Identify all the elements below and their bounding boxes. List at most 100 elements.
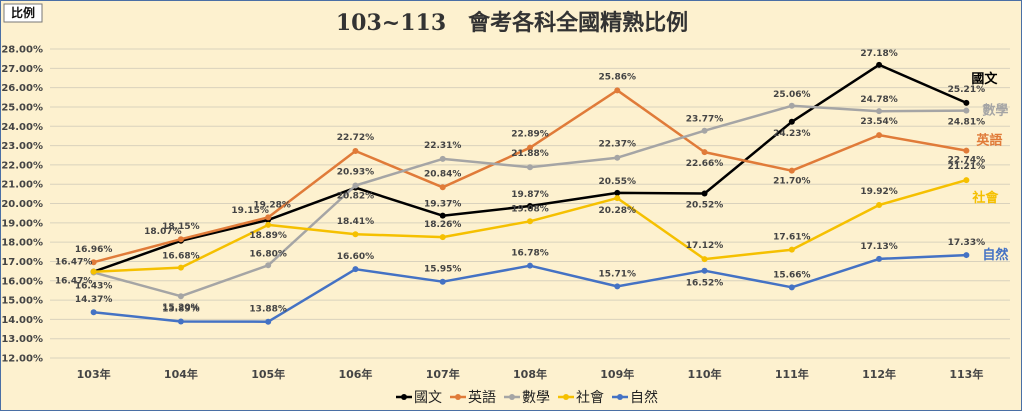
data-label: 20.52% (686, 200, 724, 210)
data-label: 23.54% (860, 117, 898, 127)
data-label: 15.95% (424, 265, 462, 275)
end-label-4: 自然 (982, 247, 1008, 263)
data-label: 19.92% (860, 187, 898, 197)
data-label: 20.55% (599, 177, 637, 187)
data-label: 18.89% (249, 231, 287, 241)
data-label: 13.89% (162, 304, 200, 314)
data-point (177, 293, 184, 300)
data-point (614, 189, 621, 196)
data-label: 19.37% (424, 200, 462, 210)
data-label: 22.37% (599, 140, 637, 150)
data-label: 16.78% (511, 249, 549, 259)
data-point (352, 182, 359, 189)
data-point (527, 144, 533, 151)
y-tick-label: 27.00% (1, 64, 43, 75)
data-label: 25.21% (948, 85, 986, 95)
data-label: 15.20% (162, 303, 200, 313)
data-label: 16.43% (75, 281, 113, 291)
data-point (788, 246, 795, 253)
x-tick-label: 103年 (77, 367, 111, 381)
data-point (265, 318, 272, 325)
y-tick-label: 21.00% (1, 180, 43, 191)
data-label: 24.78% (860, 95, 898, 105)
y-tick-label: 23.00% (1, 141, 43, 152)
data-point (701, 190, 708, 197)
data-point (265, 221, 272, 228)
data-label: 17.33% (948, 238, 986, 248)
data-point (614, 154, 621, 161)
x-tick-label: 110年 (688, 367, 722, 381)
y-tick-label: 24.00% (1, 122, 43, 133)
data-point (614, 195, 621, 202)
data-label: 22.66% (686, 159, 724, 169)
data-point (614, 87, 621, 94)
data-point (439, 184, 446, 191)
data-point (963, 99, 970, 106)
series-layer (90, 61, 970, 325)
data-point (876, 132, 883, 139)
data-label: 19.28% (253, 200, 291, 210)
data-point (963, 252, 970, 259)
data-point (439, 234, 446, 241)
data-label: 23.77% (686, 115, 724, 125)
data-point (701, 127, 708, 134)
data-point (90, 268, 97, 275)
legend-label: 數學 (522, 390, 550, 406)
data-point (876, 202, 883, 209)
data-point (352, 147, 359, 154)
x-tick-label: 105年 (251, 367, 285, 381)
legend: 國文 英語 數學 社會 自然 (396, 389, 658, 406)
data-point (265, 214, 272, 221)
data-label: 25.06% (773, 90, 811, 100)
data-label: 22.31% (424, 141, 462, 151)
x-tick-label: 111年 (775, 367, 809, 381)
data-point (701, 267, 708, 274)
data-label: 16.80% (249, 249, 287, 259)
data-point (788, 284, 795, 291)
end-label-1: 英語 (975, 133, 1002, 149)
data-label: 21.70% (773, 177, 811, 187)
x-tick-label: 108年 (513, 367, 547, 381)
data-point (90, 309, 97, 316)
data-point (527, 203, 533, 210)
data-label: 22.89% (511, 130, 549, 140)
end-label-0: 國文 (971, 71, 998, 87)
data-point (788, 102, 795, 109)
y-tick-label: 18.00% (1, 238, 43, 249)
data-label: 16.96% (75, 245, 113, 255)
data-point (876, 255, 883, 262)
data-label: 15.66% (773, 270, 811, 280)
data-point (90, 259, 97, 266)
data-label: 20.93% (337, 168, 375, 178)
y-tick-label: 19.00% (1, 218, 43, 229)
data-label: 21.88% (511, 149, 549, 159)
data-label: 19.87% (511, 190, 549, 200)
legend-label: 英語 (468, 389, 496, 406)
data-point (177, 318, 184, 325)
data-point (876, 61, 883, 68)
badge-box (3, 3, 43, 23)
data-label: 19.15% (231, 206, 269, 216)
data-point (439, 278, 446, 285)
legend-marker (509, 394, 515, 400)
data-point (527, 262, 533, 269)
data-point (701, 256, 708, 263)
y-tick-label: 16.00% (1, 276, 43, 287)
data-point (527, 218, 533, 225)
legend-marker (617, 394, 623, 400)
x-tick-label: 109年 (600, 367, 634, 381)
data-label: 17.12% (686, 241, 724, 251)
data-label: 20.28% (599, 206, 637, 216)
data-point (439, 212, 446, 219)
y-tick-label: 15.00% (1, 296, 43, 307)
data-point (788, 167, 795, 174)
data-point (177, 236, 184, 243)
chart-title: 103~113 會考各科全國精熟比例 (336, 10, 688, 36)
y-tick-label: 25.00% (1, 102, 43, 113)
data-label: 27.18% (860, 49, 898, 59)
data-label: 22.74% (948, 156, 986, 166)
data-label: 16.47% (55, 277, 93, 287)
x-tick-label: 104年 (164, 367, 198, 381)
data-point (963, 107, 970, 114)
